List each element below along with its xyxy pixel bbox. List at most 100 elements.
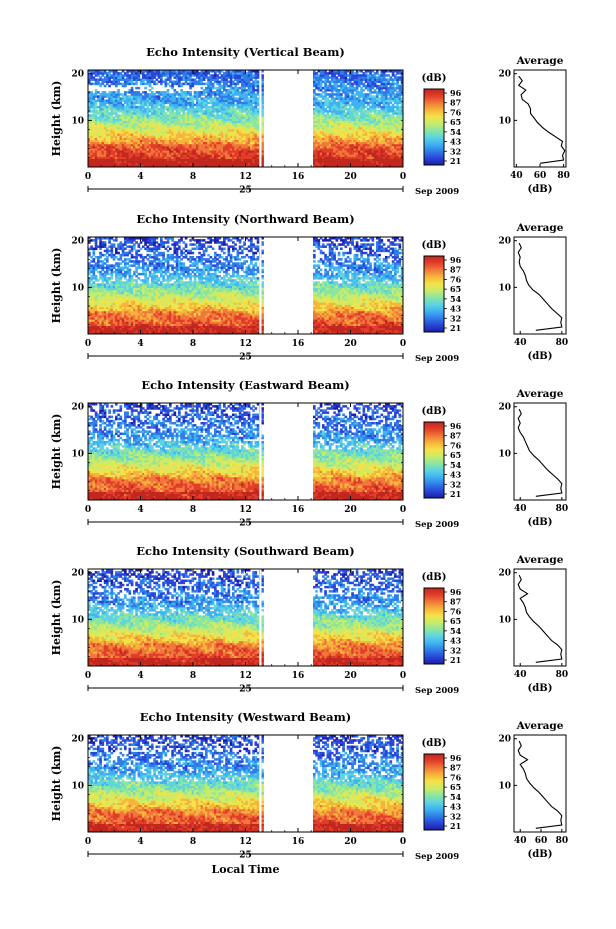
profile-title: Average	[516, 720, 564, 732]
colorbar-tick-label: 96	[450, 421, 462, 431]
y-tick-label: 10	[71, 781, 84, 791]
profile-frame	[513, 69, 567, 168]
profile-x-label: (dB)	[528, 351, 553, 362]
profile-title: Average	[516, 554, 564, 566]
chart-title: Echo Intensity (Vertical Beam)	[146, 45, 345, 59]
colorbar-tick-label: 76	[450, 772, 462, 782]
profile-x-tick-label: 60	[534, 171, 547, 181]
colorbar	[423, 587, 445, 665]
chart-title: Echo Intensity (Northward Beam)	[136, 212, 354, 226]
profile-x-label: (dB)	[528, 849, 553, 860]
colorbar-tick-label: 65	[450, 284, 461, 294]
profile-x-tick-label: 80	[557, 171, 570, 181]
colorbar-tick-label: 21	[450, 156, 461, 166]
x-tick-label: 20	[344, 172, 357, 182]
profile-title: Average	[516, 388, 564, 400]
y-axis-label: Height (km)	[50, 746, 63, 822]
profile-frame	[513, 734, 567, 833]
colorbar-tick-label: 32	[450, 313, 461, 323]
chart-panel-1: Echo Intensity (Northward Beam) 0 4 8 12 16 20…	[50, 212, 568, 364]
colorbar-tick-label: 87	[450, 265, 461, 275]
colorbar-tick-label: 87	[450, 597, 461, 607]
x-tick-label: 0	[400, 339, 406, 349]
y-axis-label: Height (km)	[50, 81, 63, 157]
y-tick-label: 20	[71, 735, 84, 745]
x-tick-label: 8	[190, 837, 196, 847]
colorbar-tick-label: 32	[450, 479, 461, 489]
x-tick-label: 0	[85, 339, 91, 349]
colorbar-tick-label: 21	[450, 821, 461, 831]
y-tick-label: 10	[71, 615, 84, 625]
profile-line	[517, 408, 563, 497]
x-tick-label: 8	[190, 339, 196, 349]
profile-x-label: (dB)	[528, 184, 553, 195]
profile-title: Average	[516, 55, 564, 67]
chart-panel-2: Echo Intensity (Eastward Beam) 0 4 8 12 16 20 0…	[50, 378, 568, 530]
profile-frame	[513, 402, 567, 501]
x-tick-label: 0	[400, 671, 406, 681]
profile-y-tick-label: 20	[498, 70, 511, 80]
heatmap-cells	[88, 237, 404, 335]
x-tick-label: 8	[190, 671, 196, 681]
profile-frame	[513, 568, 567, 667]
colorbar-tick-label: 54	[450, 626, 462, 636]
gap-marker	[259, 70, 262, 167]
y-axis-label: Height (km)	[50, 414, 63, 490]
colorbar-tick-label: 87	[450, 763, 461, 773]
y-tick-label: 10	[71, 449, 84, 459]
date-label: Sep 2009	[415, 187, 459, 197]
profile-x-tick-label: 40	[510, 171, 523, 181]
profile-y-tick-label: 20	[498, 237, 511, 247]
chart-title: Echo Intensity (Southward Beam)	[136, 544, 354, 558]
profile-y-tick-label: 20	[498, 403, 511, 413]
day-label: 25	[239, 519, 252, 529]
colorbar-tick-label: 32	[450, 146, 461, 156]
colorbar-unit: (dB)	[422, 240, 447, 251]
x-tick-label: 0	[400, 505, 406, 515]
day-label: 25	[239, 851, 252, 861]
colorbar-tick-label: 54	[450, 460, 462, 470]
day-label: 25	[239, 353, 252, 363]
profile-y-tick-label: 10	[498, 449, 511, 459]
x-tick-label: 4	[137, 837, 143, 847]
day-label: 25	[239, 685, 252, 695]
colorbar-unit: (dB)	[422, 738, 447, 749]
colorbar-tick-label: 76	[450, 107, 462, 117]
colorbar-tick-label: 76	[450, 440, 462, 450]
chart-panel-0: Echo Intensity (Vertical Beam) 0 4 8 12 16 20 0…	[50, 45, 570, 197]
colorbar-tick-label: 43	[450, 137, 462, 147]
heatmap-cells	[88, 569, 404, 667]
x-axis-label: Local Time	[212, 863, 280, 876]
colorbar-tick-label: 96	[450, 88, 462, 98]
profile-x-tick-label: 80	[556, 338, 569, 348]
colorbar	[423, 753, 445, 831]
x-tick-label: 0	[85, 505, 91, 515]
day-label: 25	[239, 186, 252, 196]
x-tick-label: 4	[137, 505, 143, 515]
x-tick-label: 0	[85, 172, 91, 182]
y-tick-label: 10	[71, 283, 84, 293]
x-tick-label: 12	[239, 339, 252, 349]
profile-x-tick-label: 40	[514, 338, 527, 348]
profile-line	[517, 574, 563, 663]
profile-line	[517, 740, 563, 829]
x-tick-label: 0	[85, 671, 91, 681]
colorbar-tick-label: 87	[450, 98, 461, 108]
colorbar-unit: (dB)	[422, 572, 447, 583]
date-label: Sep 2009	[415, 354, 459, 364]
x-tick-label: 4	[137, 671, 143, 681]
colorbar-tick-label: 65	[450, 450, 461, 460]
x-tick-label: 12	[239, 172, 252, 182]
colorbar-tick-label: 32	[450, 645, 461, 655]
x-tick-label: 4	[137, 172, 143, 182]
profile-y-tick-label: 10	[498, 781, 511, 791]
y-tick-label: 10	[71, 116, 84, 126]
gap-marker	[259, 735, 262, 832]
colorbar	[423, 421, 445, 499]
heatmap-cells	[88, 403, 404, 501]
chart-title: Echo Intensity (Westward Beam)	[140, 710, 351, 724]
x-tick-label: 16	[292, 671, 305, 681]
x-tick-label: 16	[292, 837, 305, 847]
y-axis-label: Height (km)	[50, 248, 63, 324]
